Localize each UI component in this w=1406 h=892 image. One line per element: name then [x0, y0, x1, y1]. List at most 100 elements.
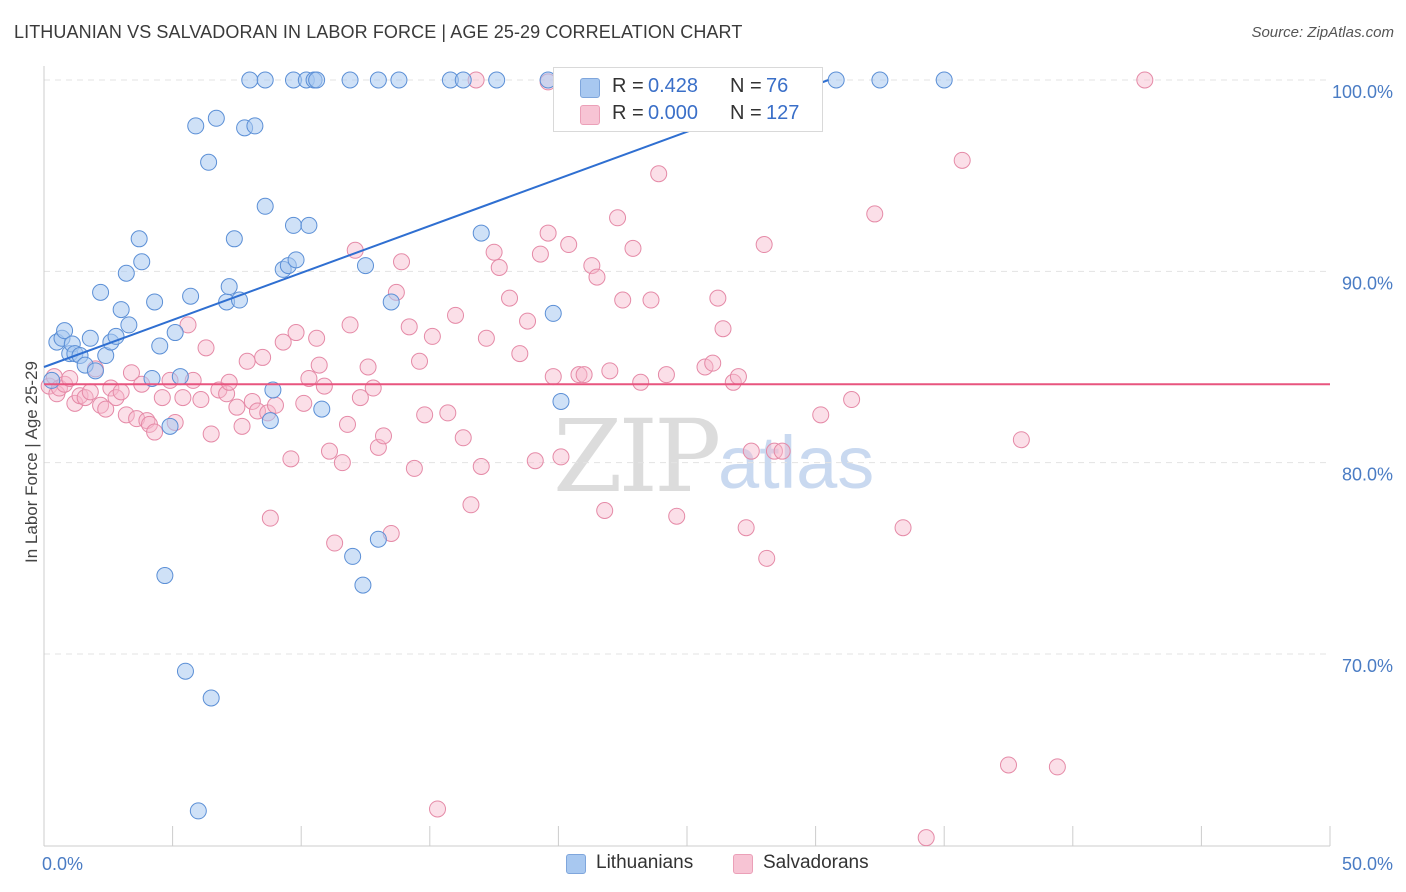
- data-point-lithuanian: [81, 329, 99, 347]
- data-point-lithuanian: [200, 153, 218, 171]
- data-point-lithuanian: [871, 71, 889, 89]
- data-point-salvadoran: [501, 289, 519, 307]
- data-point-salvadoran: [192, 391, 210, 409]
- data-point-salvadoran: [228, 398, 246, 416]
- data-point-salvadoran: [112, 383, 130, 401]
- data-point-salvadoran: [341, 316, 359, 334]
- data-point-lithuanian: [454, 71, 472, 89]
- legend-n-label: N =: [730, 75, 762, 97]
- data-point-salvadoran: [351, 389, 369, 407]
- data-point-salvadoran: [359, 358, 377, 376]
- legend-swatch-blue: [566, 854, 586, 874]
- data-point-salvadoran: [601, 362, 619, 380]
- data-point-salvadoran: [197, 339, 215, 357]
- legend-row-salvadorans: R = 0.000 N = 127: [554, 99, 822, 129]
- data-point-salvadoran: [714, 320, 732, 338]
- data-point-salvadoran: [609, 209, 627, 227]
- data-point-salvadoran: [477, 329, 495, 347]
- legend-r-value: 0.000: [648, 102, 699, 124]
- data-point-salvadoran: [243, 392, 261, 410]
- data-point-salvadoran: [282, 450, 300, 468]
- data-point-lithuanian: [86, 362, 104, 380]
- data-point-salvadoran: [755, 236, 773, 254]
- data-point-salvadoran: [539, 224, 557, 242]
- data-point-salvadoran: [393, 253, 411, 271]
- data-point-lithuanian: [166, 324, 184, 342]
- data-point-salvadoran: [485, 243, 503, 261]
- gridlines: [44, 79, 1330, 655]
- data-point-salvadoran: [122, 364, 140, 382]
- chart-title: LITHUANIAN VS SALVADORAN IN LABOR FORCE …: [14, 22, 743, 42]
- data-point-salvadoran: [650, 165, 668, 183]
- data-point-salvadoran: [447, 306, 465, 324]
- data-point-salvadoran: [233, 417, 251, 435]
- source-credit: Source: ZipAtlas.com: [1251, 24, 1394, 41]
- data-point-salvadoran: [894, 519, 912, 537]
- data-point-salvadoran: [338, 415, 356, 433]
- y-tick-label: 80.0%: [1342, 465, 1393, 485]
- legend-swatch-pink: [580, 105, 600, 125]
- data-point-lithuanian: [143, 369, 161, 387]
- data-point-lithuanian: [133, 253, 151, 271]
- data-point-salvadoran: [1012, 431, 1030, 449]
- data-point-salvadoran: [462, 496, 480, 514]
- legend-r-value: 0.428: [648, 75, 699, 97]
- data-point-salvadoran: [220, 373, 238, 391]
- data-point-lithuanian: [112, 301, 130, 319]
- data-point-salvadoran: [81, 383, 99, 401]
- data-point-lithuanian: [308, 71, 326, 89]
- x-tick-label: 0.0%: [42, 854, 83, 874]
- data-point-salvadoran: [642, 291, 660, 309]
- data-point-lithuanian: [390, 71, 408, 89]
- data-point-lithuanian: [246, 117, 264, 135]
- data-point-lithuanian: [488, 71, 506, 89]
- data-point-salvadoran: [261, 509, 279, 527]
- legend-n-label: N =: [730, 102, 762, 124]
- data-point-lithuanian: [544, 304, 562, 322]
- legend-r-label: R =: [612, 102, 644, 124]
- data-point-salvadoran: [737, 519, 755, 537]
- data-point-lithuanian: [827, 71, 845, 89]
- data-point-lithuanian: [935, 71, 953, 89]
- data-point-salvadoran: [490, 259, 508, 277]
- data-point-lithuanian: [256, 71, 274, 89]
- data-point-lithuanian: [187, 117, 205, 135]
- data-point-salvadoran: [248, 402, 266, 420]
- data-point-salvadoran: [552, 448, 570, 466]
- data-point-salvadoran: [596, 502, 614, 519]
- data-point-lithuanian: [171, 368, 189, 386]
- data-point-salvadoran: [411, 352, 429, 370]
- data-point-lithuanian: [552, 392, 570, 410]
- data-point-lithuanian: [344, 547, 362, 565]
- data-point-salvadoran: [1000, 756, 1017, 774]
- data-point-lithuanian: [264, 381, 282, 399]
- data-point-lithuanian: [56, 322, 74, 340]
- data-point-salvadoran: [117, 406, 135, 424]
- data-point-lithuanian: [284, 216, 302, 234]
- data-point-salvadoran: [472, 457, 490, 475]
- data-point-salvadoran: [439, 404, 457, 422]
- data-point-lithuanian: [382, 293, 400, 311]
- legend-n-value: 76: [766, 75, 789, 97]
- data-point-lithuanian: [130, 230, 148, 248]
- data-point-lithuanian: [176, 662, 194, 680]
- data-point-salvadoran: [624, 239, 642, 257]
- watermark-zip: ZIP: [553, 398, 721, 515]
- y-tick-label: 100.0%: [1332, 82, 1393, 102]
- data-point-salvadoran: [333, 454, 351, 472]
- data-point-salvadoran: [1136, 71, 1154, 89]
- tick-labels: 70.0% 80.0% 90.0% 100.0% 0.0% 50.0%: [42, 82, 1393, 874]
- data-point-salvadoran: [375, 427, 393, 445]
- data-point-salvadoran: [1048, 758, 1066, 776]
- data-point-salvadoran: [526, 452, 544, 470]
- data-point-salvadoran: [310, 356, 328, 374]
- data-point-lithuanian: [313, 400, 331, 418]
- data-point-salvadoran: [632, 373, 650, 391]
- data-point-lithuanian: [225, 230, 243, 248]
- data-point-salvadoran: [704, 354, 722, 372]
- data-point-salvadoran: [300, 369, 318, 387]
- data-point-salvadoran: [153, 389, 171, 407]
- legend-label-salvadorans: Salvadorans: [763, 852, 869, 873]
- data-point-salvadoran: [657, 366, 675, 384]
